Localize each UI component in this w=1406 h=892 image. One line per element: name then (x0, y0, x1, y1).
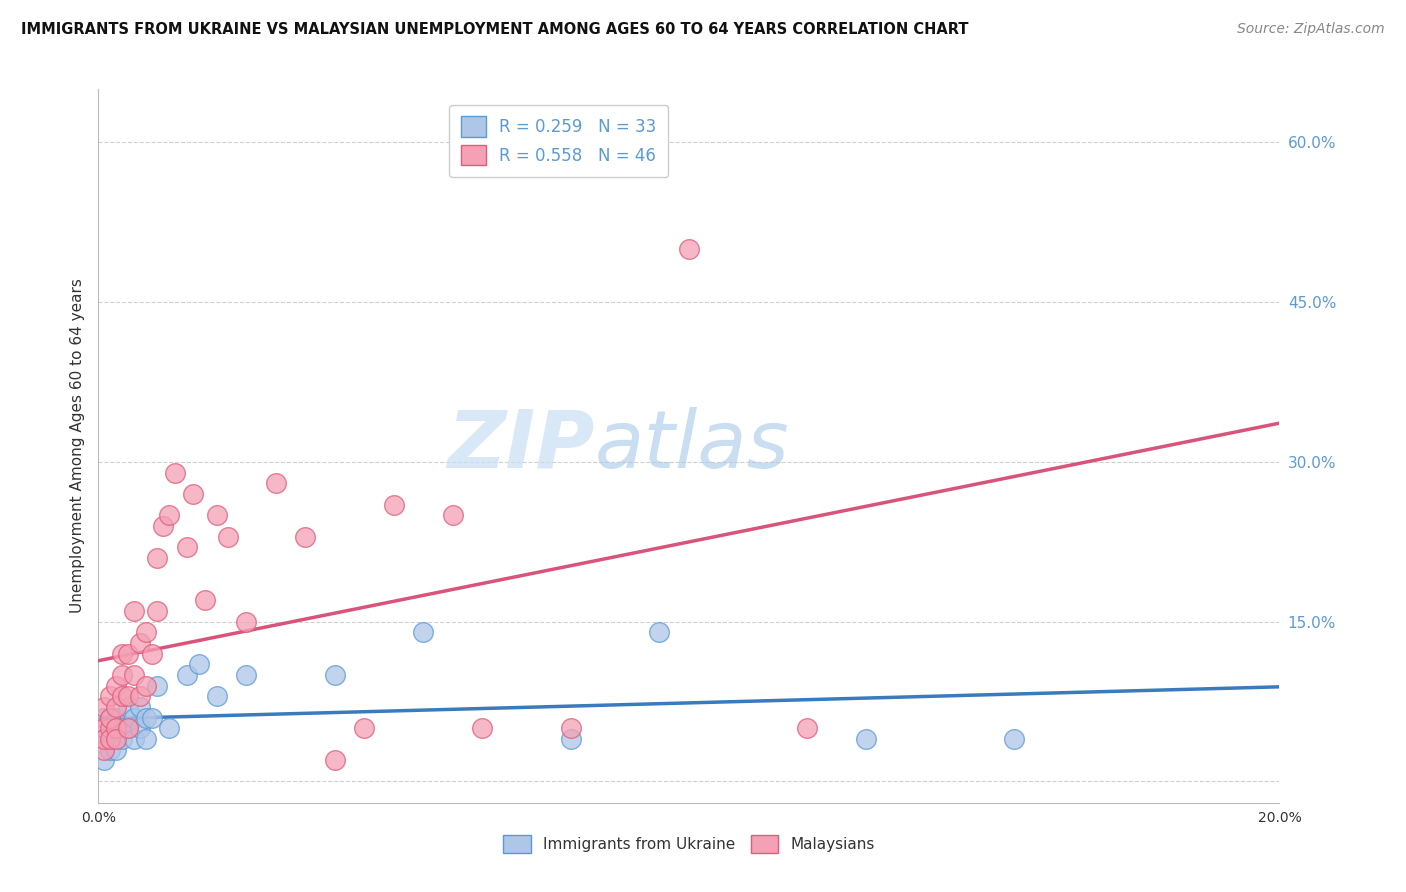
Point (855, 731, 877, 746)
Point (128, 690, 150, 704)
Point (93, 710, 115, 724)
Point (98, 731, 121, 746)
Point (217, 529, 239, 543)
Point (323, 753, 346, 767)
Point (111, 668, 134, 682)
Point (205, 508, 228, 523)
Point (122, 604, 145, 618)
Text: atlas: atlas (595, 407, 789, 485)
Point (187, 657, 209, 672)
Point (146, 550, 169, 565)
Point (194, 593, 217, 607)
Point (93, 753, 115, 767)
Point (135, 679, 157, 693)
Point (105, 721, 128, 735)
Text: Source: ZipAtlas.com: Source: ZipAtlas.com (1237, 22, 1385, 37)
Point (122, 710, 145, 724)
Point (560, 731, 582, 746)
Y-axis label: Unemployment Among Ages 60 to 64 years: Unemployment Among Ages 60 to 64 years (69, 278, 84, 614)
Point (294, 529, 316, 543)
Point (323, 668, 346, 682)
Point (117, 700, 139, 714)
Point (93, 700, 115, 714)
Point (105, 679, 128, 693)
Point (235, 668, 257, 682)
Point (122, 668, 145, 682)
Point (105, 731, 128, 746)
Point (141, 710, 163, 724)
Point (1002, 731, 1025, 746)
Point (93, 742, 115, 756)
Point (678, 242, 700, 256)
Point (98, 731, 121, 746)
Point (117, 647, 139, 661)
Point (98, 742, 121, 756)
Point (176, 668, 198, 682)
Point (98, 690, 121, 704)
Point (648, 625, 671, 640)
Point (98, 710, 121, 724)
Point (135, 731, 157, 746)
Point (93, 731, 115, 746)
Point (471, 721, 494, 735)
Point (105, 710, 128, 724)
Point (157, 721, 180, 735)
Point (205, 690, 228, 704)
Point (105, 731, 128, 746)
Point (412, 625, 434, 640)
Point (181, 487, 204, 501)
Point (105, 742, 128, 756)
Point (135, 625, 157, 640)
Point (235, 615, 257, 629)
Point (152, 519, 174, 533)
Point (117, 721, 139, 735)
Point (441, 508, 464, 523)
Point (117, 690, 139, 704)
Point (146, 679, 169, 693)
Point (117, 721, 139, 735)
Point (135, 710, 157, 724)
Point (105, 700, 128, 714)
Point (111, 647, 134, 661)
Point (98, 710, 121, 724)
Point (122, 731, 145, 746)
Point (560, 721, 582, 735)
Point (146, 604, 169, 618)
Text: ZIP: ZIP (447, 407, 595, 485)
Point (105, 721, 128, 735)
Point (98, 721, 121, 735)
Point (111, 731, 134, 746)
Point (264, 476, 287, 491)
Point (165, 466, 187, 480)
Text: IMMIGRANTS FROM UKRAINE VS MALAYSIAN UNEMPLOYMENT AMONG AGES 60 TO 64 YEARS CORR: IMMIGRANTS FROM UKRAINE VS MALAYSIAN UNE… (21, 22, 969, 37)
Point (796, 721, 818, 735)
Point (128, 636, 150, 650)
Point (93, 721, 115, 735)
Point (353, 721, 375, 735)
Point (93, 731, 115, 746)
Point (111, 721, 134, 735)
Point (128, 721, 150, 735)
Point (111, 690, 134, 704)
Point (157, 508, 180, 523)
Point (128, 700, 150, 714)
Point (176, 540, 198, 554)
Point (382, 498, 405, 512)
Point (141, 647, 163, 661)
Legend: Immigrants from Ukraine, Malaysians: Immigrants from Ukraine, Malaysians (498, 829, 880, 859)
